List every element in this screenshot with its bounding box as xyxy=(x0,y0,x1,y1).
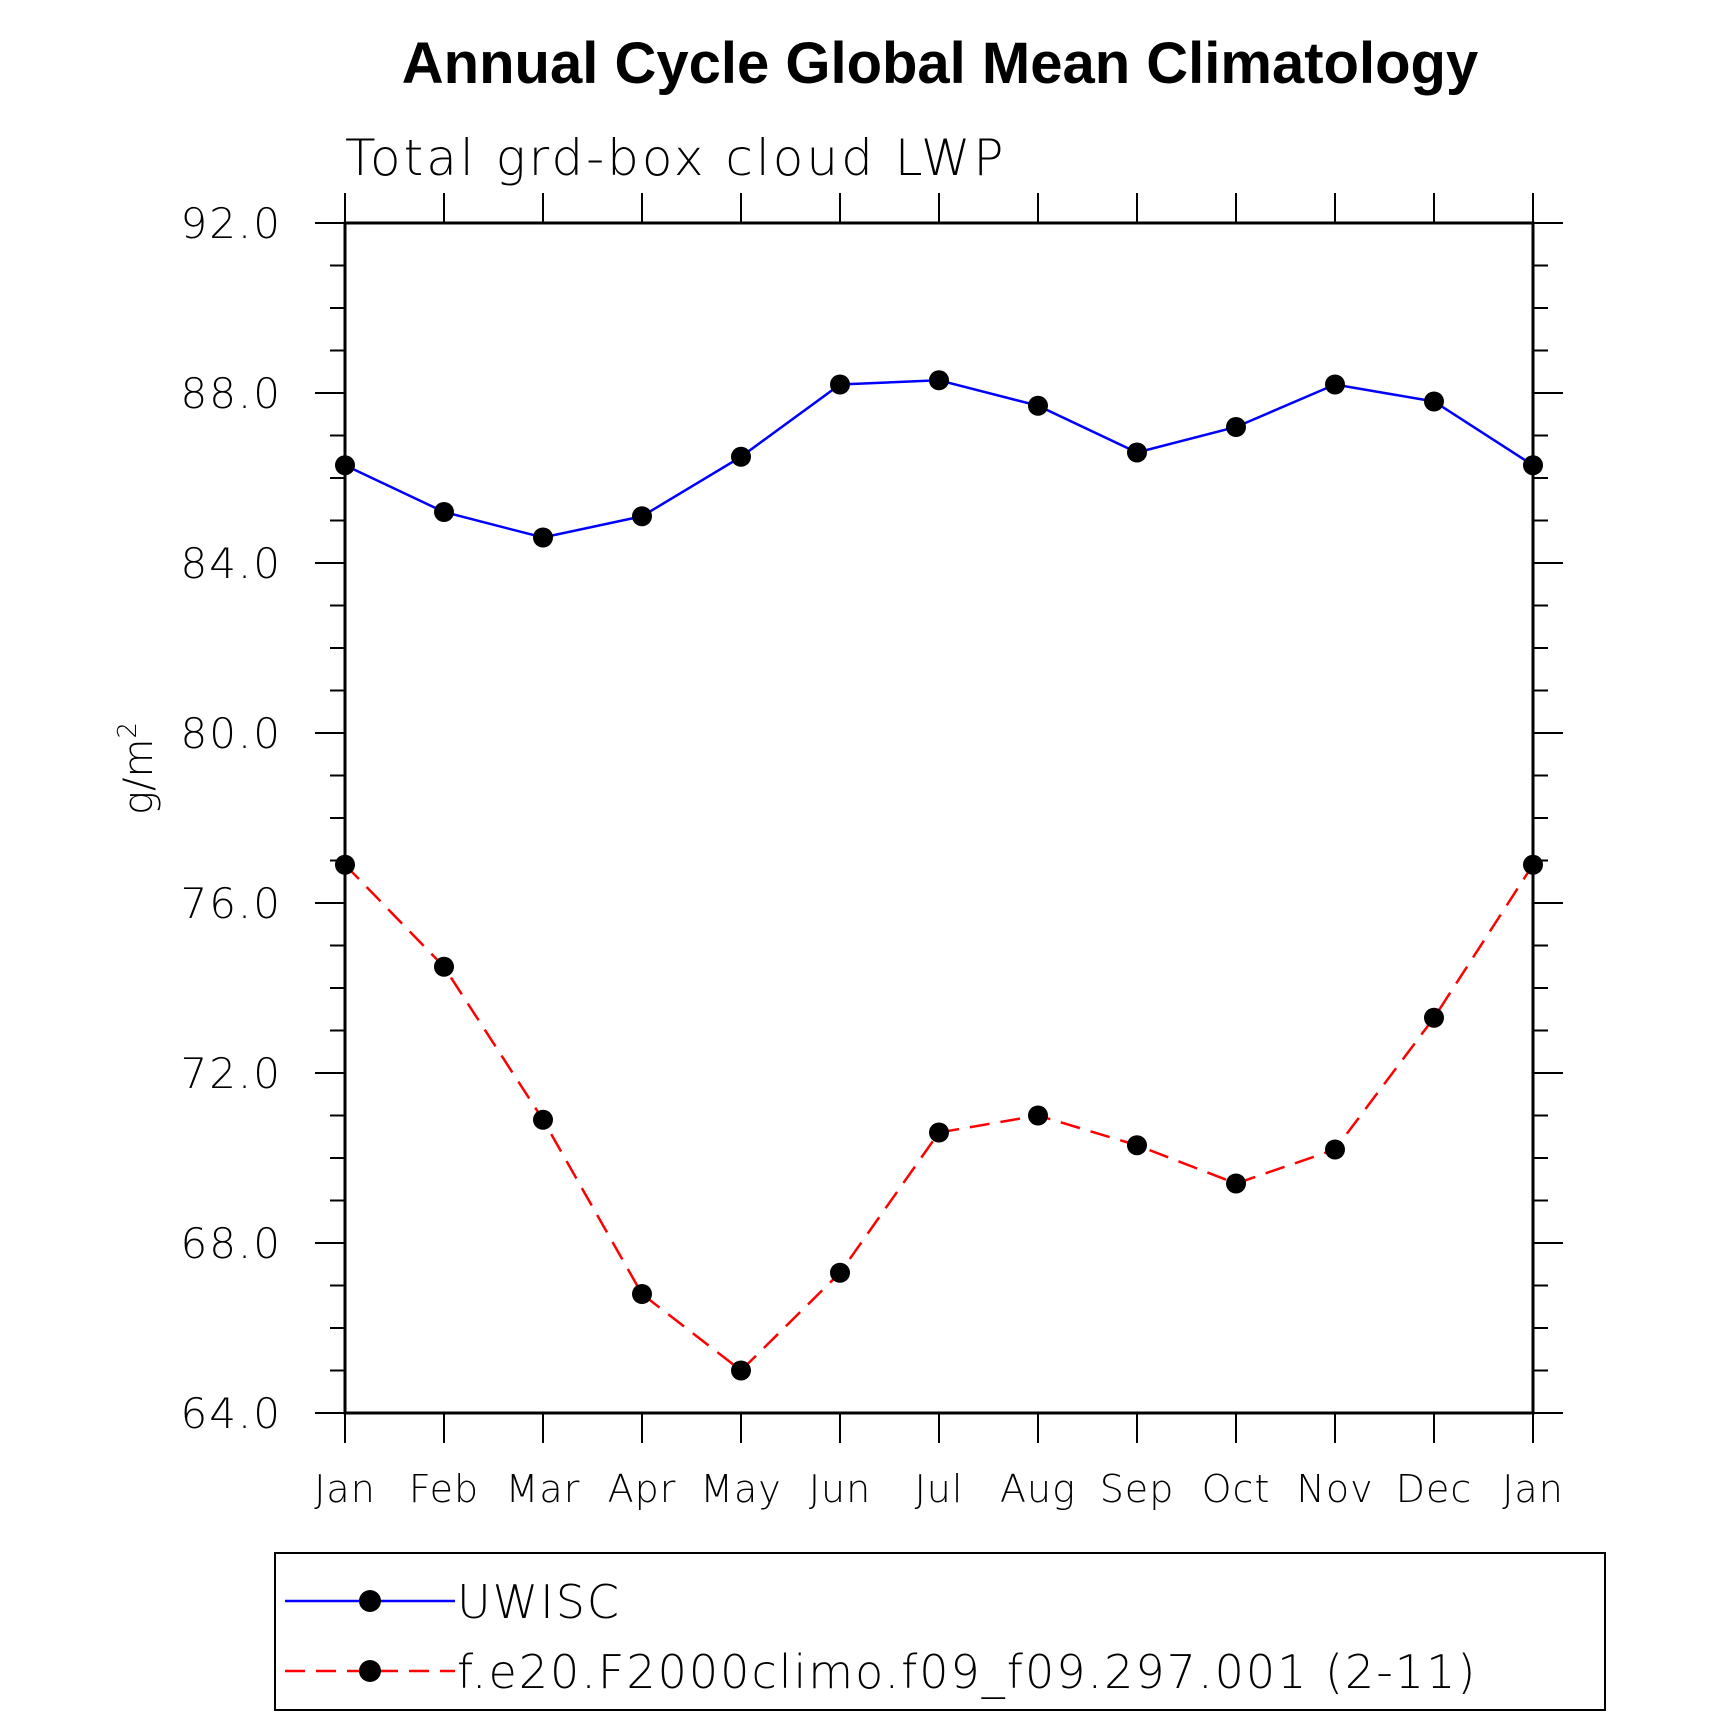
plot-frame xyxy=(343,221,1535,1415)
chart-subtitle: Total grd-box cloud LWP xyxy=(345,129,1007,187)
legend-marker xyxy=(359,1590,381,1612)
legend-label: UWISC xyxy=(457,1575,621,1629)
x-tick-label: Jan xyxy=(1502,1467,1564,1511)
data-point xyxy=(1127,1135,1147,1156)
data-point xyxy=(830,1262,850,1283)
x-tick-label: Feb xyxy=(409,1467,479,1511)
x-tick-label: Dec xyxy=(1396,1467,1473,1511)
y-axis-label-base: g/m xyxy=(116,739,162,815)
data-point xyxy=(830,374,850,395)
data-point xyxy=(1424,1007,1444,1028)
data-point xyxy=(1226,1173,1246,1194)
data-point xyxy=(731,446,751,467)
data-point xyxy=(434,502,454,522)
legend: UWISC f.e20.F2000climo.f09_f09.297.001 (2… xyxy=(285,1575,1477,1699)
x-tick-label: Jul xyxy=(915,1467,964,1511)
data-point xyxy=(1325,1139,1345,1160)
legend-label: f.e20.F2000climo.f09_f09.297.001 (2-11) xyxy=(457,1645,1477,1699)
series-1 xyxy=(335,370,1543,548)
data-point xyxy=(731,1360,751,1381)
legend-item-1: UWISC xyxy=(285,1575,621,1629)
y-tick-label: 88.0 xyxy=(180,369,282,418)
data-point xyxy=(929,1122,949,1143)
data-point xyxy=(533,1109,553,1130)
y-axis-label-exponent: 2 xyxy=(113,722,143,739)
x-tick-label: Nov xyxy=(1296,1467,1373,1511)
x-tick-label: Aug xyxy=(1000,1467,1076,1511)
legend-box xyxy=(274,1552,1606,1711)
y-tick-label: 80.0 xyxy=(180,709,282,758)
x-tick-label: Jan xyxy=(314,1467,376,1511)
data-point xyxy=(1028,395,1048,416)
data-point xyxy=(632,1284,652,1304)
x-tick-label: Oct xyxy=(1202,1467,1271,1511)
y-tick-label: 68.0 xyxy=(180,1219,282,1268)
y-tick-label: 84.0 xyxy=(180,539,282,588)
legend-item-2: f.e20.F2000climo.f09_f09.297.001 (2-11) xyxy=(285,1645,1477,1699)
x-tick-label: Mar xyxy=(506,1467,581,1511)
data-point xyxy=(1523,854,1543,875)
data-point xyxy=(434,956,454,977)
data-point xyxy=(929,370,949,391)
data-point xyxy=(1127,442,1147,463)
data-point xyxy=(335,854,355,875)
x-tick-label: Apr xyxy=(608,1467,677,1511)
y-tick-label: 76.0 xyxy=(180,879,282,928)
plot-border xyxy=(343,221,1535,1415)
y-tick-label: 92.0 xyxy=(180,199,282,248)
legend-marker xyxy=(359,1660,381,1682)
data-point xyxy=(533,527,553,548)
data-point xyxy=(1424,391,1444,412)
x-tick-label: Jun xyxy=(809,1467,871,1511)
data-point xyxy=(335,455,355,476)
data-point xyxy=(1028,1105,1048,1126)
series-line xyxy=(344,863,1535,1373)
x-tick-label: Sep xyxy=(1100,1467,1175,1511)
y-axis-label: g/m2 xyxy=(113,722,162,815)
data-point xyxy=(1523,455,1543,476)
series-layer xyxy=(335,370,1543,1381)
data-point xyxy=(632,506,652,527)
x-axis-ticks: Jan Feb Mar Apr May Jun Jul Aug Sep Oct Nov Dec Jan xyxy=(314,193,1564,1511)
series-2 xyxy=(335,854,1543,1381)
data-point xyxy=(1325,374,1345,395)
y-tick-label: 72.0 xyxy=(180,1049,282,1098)
chart-title: Annual Cycle Global Mean Climatology xyxy=(402,31,1478,96)
data-point xyxy=(1226,417,1246,437)
y-axis-ticks: 64.0 68.0 72.0 76.0 80.0 84.0 88.0 92.0 xyxy=(180,199,1563,1438)
series-line xyxy=(344,379,1534,539)
y-tick-label: 64.0 xyxy=(180,1389,282,1438)
x-tick-label: May xyxy=(700,1467,782,1511)
